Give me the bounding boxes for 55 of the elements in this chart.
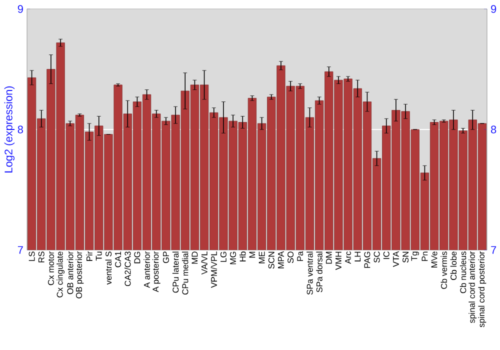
- x-tick-label: SPa ventral: [306, 252, 313, 295]
- x-tick-label: MG: [230, 252, 236, 264]
- x-tick-label: Cx motor: [48, 251, 54, 286]
- x-tick-label: PAG: [364, 252, 370, 268]
- y-tick-label: 8: [18, 126, 23, 134]
- x-tick-label: CPu medial: [182, 252, 188, 295]
- y-tick-label: 7: [18, 246, 23, 254]
- x-tick-label: Cb vermis: [440, 252, 447, 289]
- y-axis-title: Log2 (expression): [4, 86, 15, 172]
- x-tick-label: OB anterior: [67, 251, 74, 294]
- x-tick-label: CA2/CA3: [124, 252, 131, 286]
- x-tick-label: Cb lobe: [450, 252, 457, 280]
- x-tick-label: A posterior: [152, 251, 160, 292]
- x-tick-label: SO: [288, 252, 294, 264]
- x-tick-label: A anterior: [144, 251, 150, 288]
- x-tick-label: CA1: [115, 252, 122, 268]
- x-tick-label: Pn: [422, 252, 428, 261]
- x-tick-label: IC: [383, 252, 390, 259]
- x-tick-label: VMH: [336, 252, 342, 270]
- x-tick-label: LG: [220, 252, 226, 262]
- y-tick-label: 9: [18, 5, 23, 13]
- x-tick-label: SPa dorsal: [316, 252, 322, 292]
- x-tick-label: Tg: [411, 252, 419, 261]
- x-tick-label: RS: [38, 252, 44, 262]
- x-tick-label: Hb: [240, 252, 246, 262]
- x-tick-label: ventral S: [105, 252, 112, 285]
- x-tick-label: Cb nucleus: [460, 252, 466, 294]
- x-tick-label: Arc: [345, 251, 351, 264]
- x-tick-label: GP: [162, 252, 169, 264]
- x-tick-label: VPM/VPL: [210, 251, 217, 288]
- x-tick-label: ME: [258, 252, 265, 264]
- x-tick-label: Pa: [297, 251, 304, 261]
- x-tick-label: SCN: [268, 252, 274, 269]
- x-tick-label: CPu lateral: [172, 252, 179, 293]
- y2-tick-label: 8: [490, 126, 496, 134]
- x-tick-label: DM: [326, 252, 332, 264]
- x-tick-label: LS: [28, 252, 35, 261]
- x-tick-label: spinal cord posterior: [478, 251, 486, 328]
- y2-tick-label: 7: [491, 246, 496, 254]
- x-tick-label: Pir: [86, 251, 92, 261]
- x-tick-label: OB posterior: [76, 251, 84, 298]
- x-tick-label: LH: [354, 252, 361, 262]
- x-tick-label: MPA: [278, 251, 284, 268]
- x-tick-label: MD: [192, 252, 198, 264]
- y2-tick-label: 9: [491, 5, 496, 13]
- x-tick-label: VTA: [393, 251, 399, 268]
- x-tick-label: spinal cord anterior: [468, 251, 477, 323]
- x-tick-label: MVe: [431, 252, 438, 268]
- x-tick-label: M: [249, 252, 256, 258]
- x-tick-label: SC: [374, 252, 380, 263]
- x-tick-label: Tu: [96, 252, 102, 261]
- x-tick-label: SN: [402, 252, 409, 263]
- x-tick-label: VA/VL: [201, 251, 208, 275]
- x-tick-label: Cx cingulate: [56, 252, 64, 298]
- x-tick-label: DG: [134, 252, 140, 264]
